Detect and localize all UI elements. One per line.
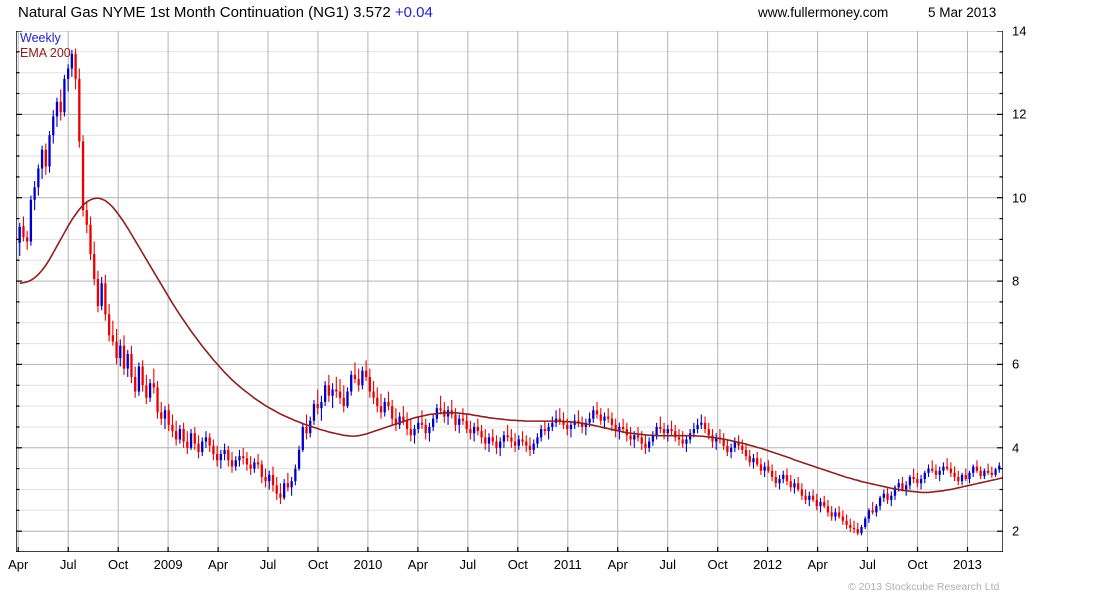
y-axis-tick-label: 12	[1012, 106, 1027, 122]
copyright-notice: © 2013 Stockcube Research Ltd	[848, 581, 1000, 593]
x-axis-tick-label: Apr	[407, 557, 429, 572]
page-title: Natural Gas NYME 1st Month Continuation …	[18, 4, 433, 21]
x-axis-tick-label: 2009	[153, 557, 183, 572]
price-chart-svg	[16, 31, 1003, 552]
y-axis-tick-label: 6	[1012, 356, 1020, 372]
legend-item-ema200: EMA 200	[20, 46, 71, 60]
x-axis-tick-label: Oct	[907, 557, 928, 572]
x-axis-tick-label: 2012	[753, 557, 783, 572]
instrument-title: Natural Gas NYME 1st Month Continuation …	[18, 4, 391, 21]
x-axis-tick-label: 2013	[952, 557, 982, 572]
x-axis-tick-label: Oct	[707, 557, 728, 572]
x-axis-tick-label: Apr	[607, 557, 628, 572]
chart-header: Natural Gas NYME 1st Month Continuation …	[0, 0, 1100, 30]
x-axis-tick-label: Jul	[859, 557, 876, 572]
x-axis-tick-label: Oct	[507, 557, 528, 572]
chart-legend: Weekly EMA 200	[20, 31, 71, 61]
chart-date: 5 Mar 2013	[928, 5, 997, 20]
x-axis-tick-label: Jul	[59, 557, 77, 572]
x-axis-tick-label: 2011	[553, 557, 582, 572]
plot-area	[16, 31, 1003, 552]
y-axis-tick-label: 8	[1012, 273, 1020, 289]
x-axis-tick-label: Apr	[807, 557, 828, 572]
website-label: www.fullermoney.com	[758, 5, 889, 20]
y-axis-tick-label: 14	[1012, 23, 1027, 39]
x-axis-tick-label: Apr	[8, 557, 29, 572]
x-axis-tick-label: Jul	[459, 557, 477, 572]
y-axis-tick-label: 2	[1012, 523, 1020, 539]
x-axis-tick-label: Oct	[307, 557, 329, 572]
x-axis-tick-label: Jul	[259, 557, 277, 572]
price-change: +0.04	[394, 4, 433, 21]
x-axis-tick-label: 2010	[353, 557, 383, 572]
x-axis-tick-label: Jul	[659, 557, 677, 572]
x-axis-tick-label: Oct	[108, 557, 129, 572]
y-axis-tick-label: 10	[1012, 190, 1027, 206]
y-axis-tick-label: 4	[1012, 440, 1020, 456]
x-axis-tick-label: Apr	[207, 557, 229, 572]
legend-item-weekly: Weekly	[20, 31, 61, 45]
